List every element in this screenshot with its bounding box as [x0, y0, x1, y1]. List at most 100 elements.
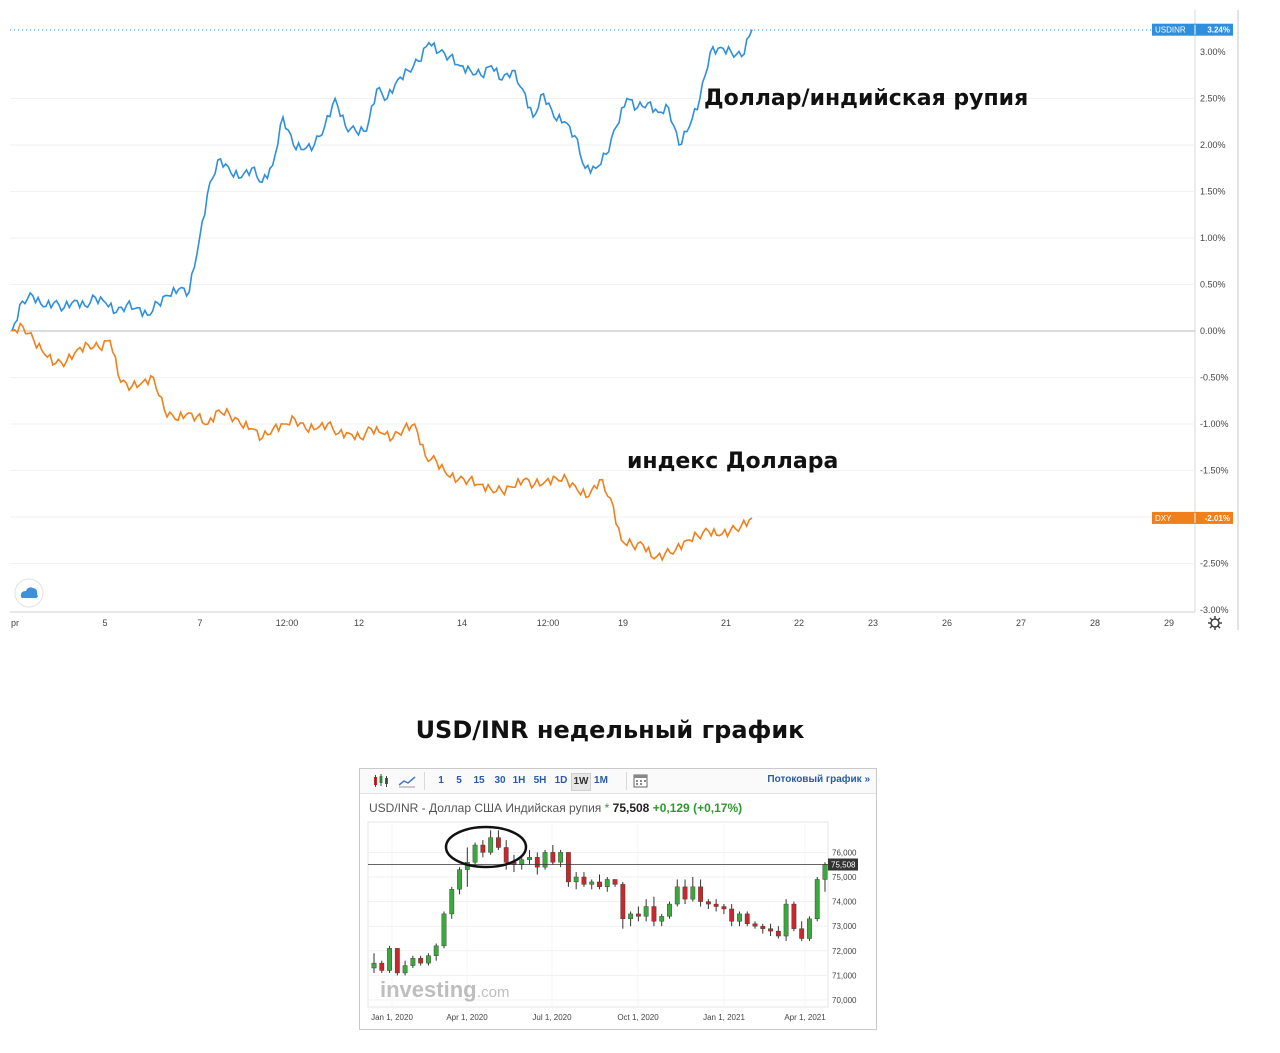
candle [542, 849, 548, 870]
badge-background [1152, 511, 1233, 524]
interval-button-5[interactable]: 5 [456, 775, 462, 786]
candle [783, 899, 789, 941]
badge-value: 3.24% [1207, 26, 1230, 35]
y-tick-label: 3.00% [1200, 47, 1226, 57]
interval-button-1m[interactable]: 1M [594, 775, 608, 786]
candle-body [480, 844, 486, 853]
x-tick-label: 27 [1016, 618, 1026, 628]
interval-button-1d[interactable]: 1D [554, 775, 568, 786]
candle [472, 842, 478, 868]
candle [814, 877, 820, 922]
candle [565, 852, 571, 887]
x-tick-label: 5 [102, 618, 107, 628]
dxy-line [11, 321, 753, 562]
x-tick-label: 26 [942, 618, 952, 628]
candle [799, 921, 805, 941]
candle [651, 896, 657, 927]
x-tick-label: Jan 1, 2020 [371, 1013, 413, 1022]
candle-body [822, 864, 828, 880]
candle [581, 872, 587, 887]
candle-body [573, 876, 579, 883]
y-tick-label: 1.50% [1200, 187, 1226, 197]
candle [426, 953, 431, 966]
candle [379, 960, 385, 973]
stream-chart-link[interactable]: Потоковый график » [767, 774, 870, 785]
candle-body [542, 852, 548, 868]
candlestick-icon[interactable] [372, 773, 390, 789]
badge-background [1152, 23, 1233, 36]
y-tick-label: 70,000 [832, 996, 857, 1005]
y-tick-label: 0.00% [1200, 326, 1226, 336]
candle-body [410, 957, 416, 966]
candle [775, 926, 781, 939]
interval-button-30[interactable]: 30 [494, 775, 506, 786]
interval-button-1[interactable]: 1 [438, 775, 444, 786]
last-value-badges: USDINR 3.24% DXY -2.01% [1152, 23, 1233, 524]
price-label-background [828, 858, 858, 871]
candle [807, 916, 812, 941]
x-tick-label: 29 [1164, 618, 1174, 628]
candle-body [752, 923, 758, 927]
y-tick-label: 74,000 [832, 898, 857, 907]
candle-body [775, 930, 781, 937]
candle-body [426, 955, 431, 964]
candle [752, 921, 758, 929]
candle [527, 849, 532, 865]
calendar-icon[interactable] [632, 773, 650, 789]
interval-button-1w[interactable]: 1W [571, 773, 591, 791]
price-label: 75,508 [831, 861, 856, 870]
line-chart-icon[interactable] [398, 773, 416, 789]
candle [449, 886, 455, 919]
candle-body [612, 879, 618, 885]
candle [768, 923, 773, 937]
interval-button-5h[interactable]: 5H [533, 775, 547, 786]
x-tick-labels: Jan 1, 2020 Apr 1, 2020 Jul 1, 2020 Oct 1, … [371, 1013, 826, 1022]
y-tick-label: 2.50% [1200, 94, 1226, 104]
candle-body [651, 906, 657, 922]
candle [433, 943, 439, 961]
x-tick-label: Apr 1, 2020 [446, 1013, 488, 1022]
candle-body [604, 879, 610, 888]
y-tick-label: 75,000 [832, 873, 857, 882]
candle [643, 899, 649, 922]
candle [612, 879, 618, 887]
candle-body [519, 859, 525, 865]
x-tick-labels: pr 5 7 12:00 12 14 12:00 19 21 22 23 26 27 28 29 [11, 618, 1174, 628]
candle [597, 874, 602, 890]
candle-body [667, 903, 672, 917]
candle-body [472, 844, 478, 863]
highlight-circle [444, 825, 528, 869]
badge-value: -2.01% [1205, 514, 1230, 523]
candle-body [628, 913, 634, 920]
candle-body [760, 925, 766, 929]
candle-body [433, 945, 439, 956]
y-tick-label: 73,000 [832, 922, 857, 931]
candle-body [550, 852, 556, 863]
badge-series-name: USDINR [1155, 26, 1186, 35]
candle-body [597, 881, 602, 888]
candle-body [643, 906, 649, 917]
gear-icon[interactable] [1208, 616, 1222, 630]
candle [635, 906, 641, 922]
candle-body [721, 906, 727, 910]
usdinr-line [11, 29, 753, 332]
candle-body [799, 928, 805, 939]
interval-button-15[interactable]: 15 [473, 775, 485, 786]
x-tick-label: 7 [197, 618, 202, 628]
series-lines [11, 29, 753, 562]
candle-body [441, 913, 447, 947]
x-tick-label: Jan 1, 2021 [703, 1013, 745, 1022]
x-tick-label: Oct 1, 2020 [617, 1013, 659, 1022]
usdinr-badge: USDINR 3.24% [1152, 23, 1233, 36]
comparison-line-chart: 3.00% 2.50% 2.00% 1.50% 1.00% 0.50% 0.00% -0.50… [10, 10, 1239, 630]
watermark-text: investing [380, 977, 477, 1002]
candle-body [394, 948, 400, 974]
candle [690, 877, 696, 902]
chart-toolbar: 1 5 15 30 1H 5H 1D 1W 1M Потоковый график » [360, 769, 876, 794]
x-tick-label: 12:00 [276, 618, 299, 628]
x-tick-label: 21 [721, 618, 731, 628]
interval-button-1h[interactable]: 1H [512, 775, 526, 786]
candle [744, 911, 750, 927]
cloud-logo-icon[interactable] [14, 578, 44, 608]
candle [441, 911, 447, 949]
